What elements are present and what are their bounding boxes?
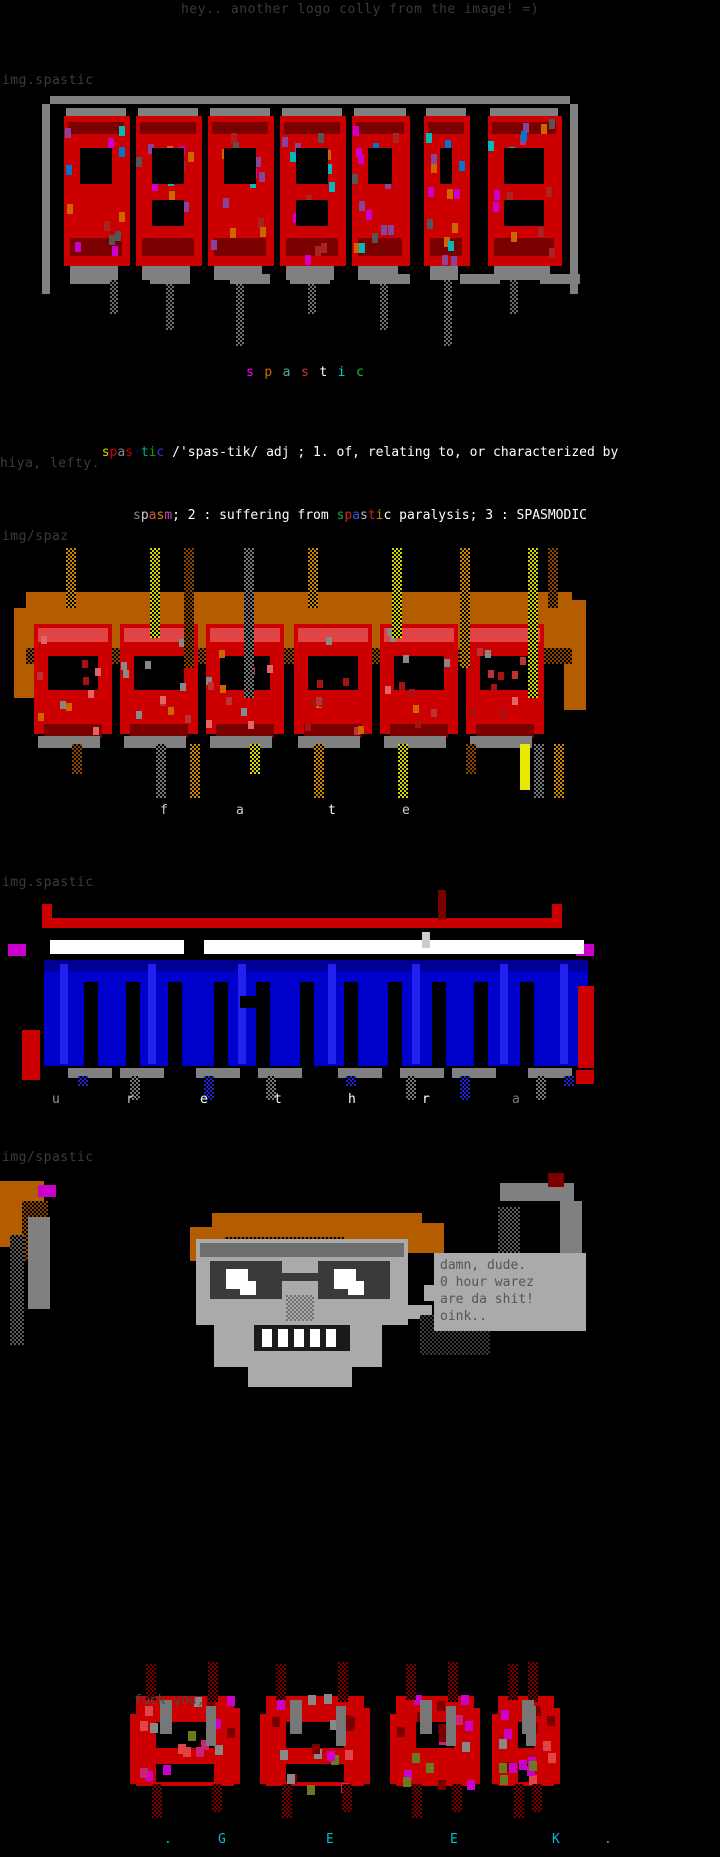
page-title: hey.. another logo colly from the image!… [180, 2, 540, 17]
definition-segment: · [133, 445, 141, 460]
definition-segment: paralysis; 3 : SPASMODIC [391, 508, 587, 523]
caption-letter: E [326, 1832, 334, 1847]
caption-letter: s [246, 365, 255, 380]
definition-segment: s [133, 508, 141, 523]
logo-art-warez [120, 1660, 560, 1830]
definition-segment: s [101, 445, 110, 460]
caption-letter: e [200, 1092, 208, 1107]
caption-letter: . [164, 1832, 172, 1847]
definition-segment: a [148, 508, 157, 523]
speech-bubble-line: are da shit! [440, 1292, 534, 1307]
speech-bubble-line: 0 hour warez [440, 1275, 534, 1290]
greeting-lefty: hiya, lefty. [0, 456, 100, 471]
caption-letter: r [126, 1092, 134, 1107]
caption-letter: f [160, 803, 168, 818]
caption-letter: h [348, 1092, 356, 1107]
definition-segment: p [344, 508, 353, 523]
caption-letter: c [355, 365, 365, 380]
definition-segment: m [164, 508, 173, 523]
caption-fuck-you: fuck you, [134, 1693, 205, 1708]
section-label-spastic-3: img/spastic [2, 1150, 94, 1165]
definition-segment: s [360, 508, 368, 523]
caption-letter: a [236, 803, 244, 818]
section-label-spastic-2: img.spastic [2, 875, 94, 890]
definition-segment: /'spas-tik/ adj ; 1. of, relating to, or… [164, 445, 619, 460]
definition-segment: ; 2 : suffering from [172, 508, 337, 523]
caption-letter: p [264, 365, 273, 380]
definition-segment: i [148, 445, 157, 460]
caption-letter: i [337, 365, 346, 380]
definition-segment: a [352, 508, 360, 523]
definition-segment: s [125, 445, 134, 460]
speech-bubble-line: oink.. [440, 1309, 487, 1324]
definition-segment: t [367, 508, 376, 523]
caption-letter: t [274, 1092, 282, 1107]
caption-letter: a [512, 1092, 520, 1107]
caption-letter: u [52, 1092, 60, 1107]
speech-bubble-line: damn, dude. [440, 1258, 527, 1273]
section-label-spastic-1: img.spastic [2, 73, 94, 88]
caption-letter: K [552, 1832, 560, 1847]
caption-letter: t [319, 365, 328, 380]
definition-segment: p [140, 508, 149, 523]
definition-text: spas·tic /'spas-tik/ adj ; 1. of, relati… [0, 400, 720, 568]
definition-line-2: spasm; 2 : suffering from spastic paraly… [0, 505, 720, 526]
definition-segment: t [140, 445, 149, 460]
caption-letter: a [282, 365, 291, 380]
definition-line-1: spas·tic /'spas-tik/ adj ; 1. of, relati… [0, 442, 720, 463]
caption-letter: t [328, 803, 336, 818]
section-label-spaz: img/spaz [2, 529, 69, 544]
caption-letter: s [300, 365, 310, 380]
definition-segment: c [156, 445, 165, 460]
logo-art-urethra [8, 890, 594, 1100]
definition-segment: s [156, 508, 165, 523]
speech-bubble: damn, dude. 0 hour warez are da shit! oink.… [434, 1253, 586, 1331]
definition-segment: s [336, 508, 345, 523]
logo-art-unseen [8, 548, 588, 798]
caption-letter: r [422, 1092, 430, 1107]
definition-segment: a [117, 445, 126, 460]
caption-letter: . [604, 1832, 612, 1847]
definition-segment: c [383, 508, 392, 523]
caption-letter: e [402, 803, 410, 818]
definition-segment: p [109, 445, 118, 460]
logo-art-spastic [40, 88, 580, 348]
caption-letter: G [218, 1832, 226, 1847]
caption-letter: E [450, 1832, 458, 1847]
definition-segment: i [375, 508, 384, 523]
